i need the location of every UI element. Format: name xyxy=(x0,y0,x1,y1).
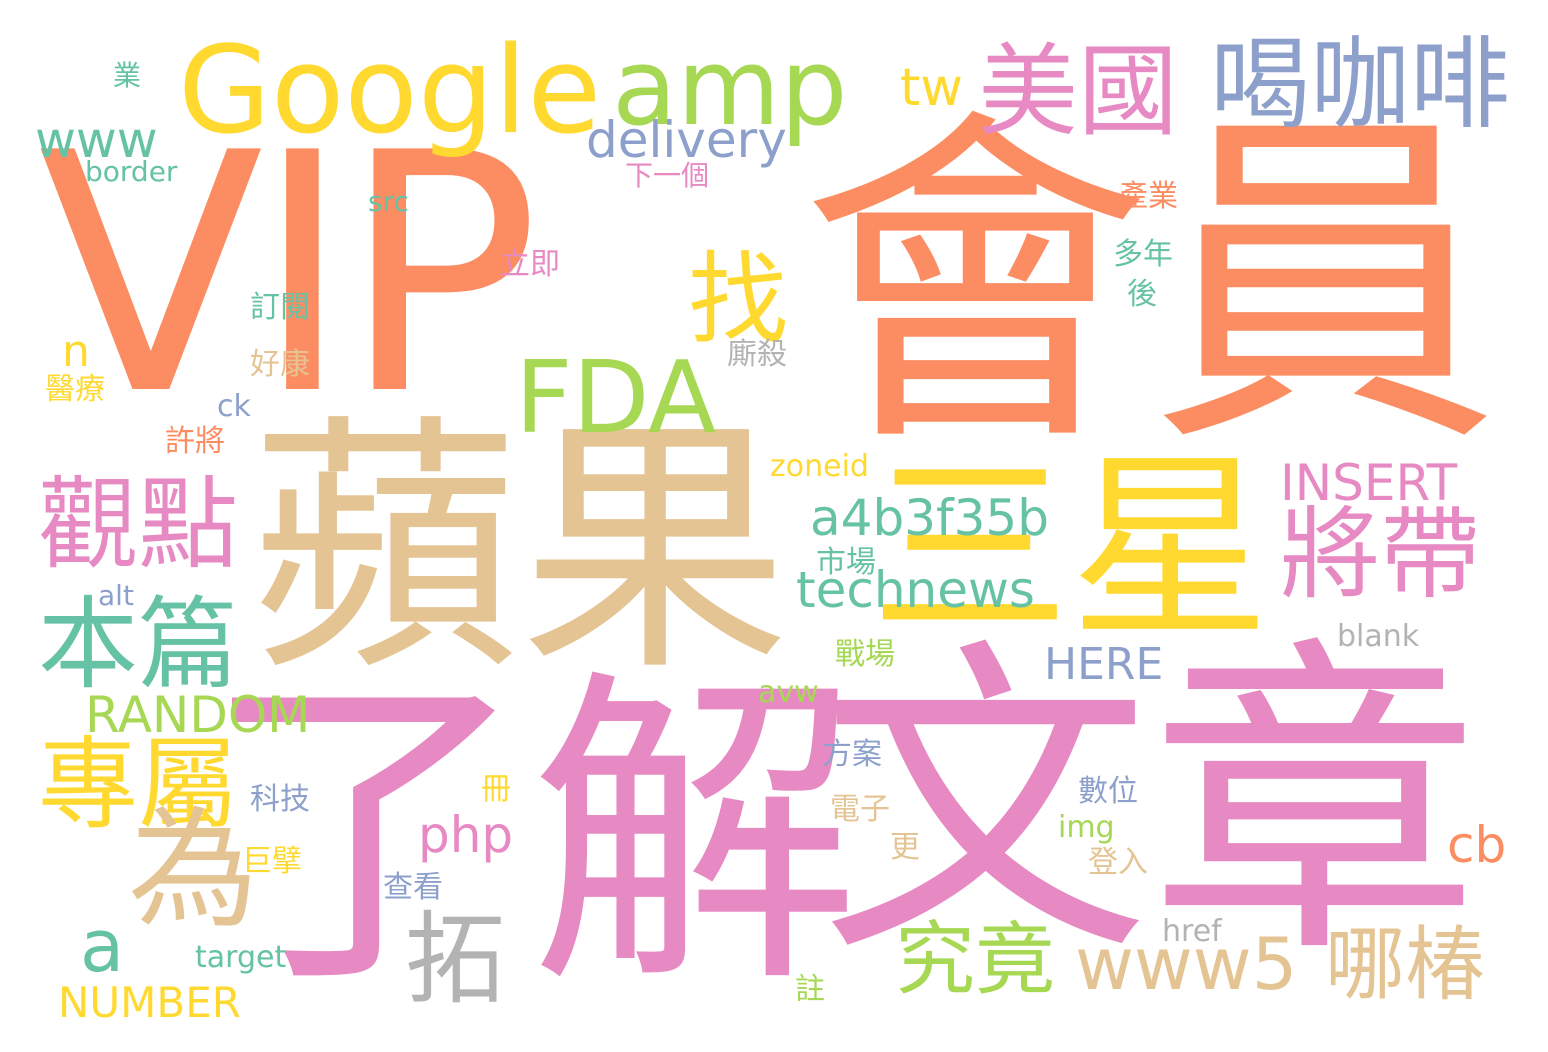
word-nachun: 哪椿 xyxy=(1325,918,1485,1011)
word-he: 喝咖啡 xyxy=(1210,26,1510,143)
word-wei: 為 xyxy=(128,794,259,946)
word-chanye: 產業 xyxy=(1118,179,1178,214)
word-number: NUMBER xyxy=(58,978,241,1027)
word-ye: 業 xyxy=(113,59,142,92)
word-alt: alt xyxy=(98,579,134,612)
word-blank: blank xyxy=(1337,619,1420,654)
word-hui: 會員 xyxy=(800,81,1500,489)
word-chakan: 查看 xyxy=(383,870,443,905)
word-www5: www5 xyxy=(1075,922,1298,1006)
word-jiujing: 究竟 xyxy=(895,913,1055,1006)
word-tingsha: 廝殺 xyxy=(727,337,787,372)
word-vip: VIP xyxy=(38,83,540,467)
word-ck: ck xyxy=(217,389,251,424)
word-www: www xyxy=(35,111,158,169)
word-mei: 美國 xyxy=(978,33,1178,150)
word-n: n xyxy=(62,326,90,377)
word-dianzi: 電子 xyxy=(830,792,890,827)
word-a4b3f35b: a4b3f35b xyxy=(810,489,1049,547)
word-tuo: 拓 xyxy=(405,901,505,1018)
word-san: 三星 xyxy=(870,433,1271,666)
word-shuwei: 數位 xyxy=(1078,774,1138,809)
word-technews: technews xyxy=(796,561,1035,619)
word-dingyue: 訂閱 xyxy=(250,290,310,325)
word-zhu: 註 xyxy=(795,972,825,1007)
word-amp: amp xyxy=(612,26,848,149)
word-google: Google xyxy=(178,22,602,161)
word-cb: cb xyxy=(1447,816,1507,874)
word-fangan: 方案 xyxy=(822,737,882,772)
word-zhanchang: 戰場 xyxy=(835,637,895,672)
word-haokang: 好康 xyxy=(250,347,310,382)
word-avw: avw xyxy=(758,675,819,710)
word-zhuan: 專屬 xyxy=(38,726,238,843)
word-guan: 觀點 xyxy=(38,466,238,583)
word-random: RANDOM xyxy=(85,686,311,744)
word-target: target xyxy=(195,940,287,975)
word-wen: 文章 xyxy=(820,613,1480,997)
word-zoneid: zoneid xyxy=(770,449,869,484)
word-liji: 立即 xyxy=(500,247,560,282)
word-insert: INSERT xyxy=(1280,454,1458,512)
word-zhao: 找 xyxy=(688,241,788,358)
word-duonian: 多年 xyxy=(1113,237,1173,272)
word-ben: 本篇 xyxy=(38,586,238,703)
word-ping: 蘋果 xyxy=(250,392,790,707)
word-yiliao: 醫療 xyxy=(45,372,105,407)
word-jiang: 將帶 xyxy=(1280,496,1480,613)
word-src: src xyxy=(368,185,409,218)
word-ce: 冊 xyxy=(481,772,511,807)
word-here: HERE xyxy=(1044,639,1164,690)
word-xia: 下一個 xyxy=(625,159,710,192)
word-keji: 科技 xyxy=(250,782,310,817)
word-a: a xyxy=(80,904,125,988)
word-img: img xyxy=(1058,810,1115,845)
word-border: border xyxy=(85,155,178,188)
word-shichang: 市場 xyxy=(816,545,876,580)
word-jubi: 巨擘 xyxy=(242,844,302,879)
word-denglu: 登入 xyxy=(1088,845,1148,880)
word-href: href xyxy=(1162,914,1222,949)
word-delivery: delivery xyxy=(586,111,787,169)
word-hou: 後 xyxy=(1127,277,1157,312)
word-fda: FDA xyxy=(515,339,717,456)
word-liao: 了解 xyxy=(200,643,860,1027)
word-xujiang: 許將 xyxy=(165,424,225,459)
word-php: php xyxy=(418,806,514,864)
word-geng: 更 xyxy=(890,830,920,865)
word-tw: tw xyxy=(900,58,963,118)
